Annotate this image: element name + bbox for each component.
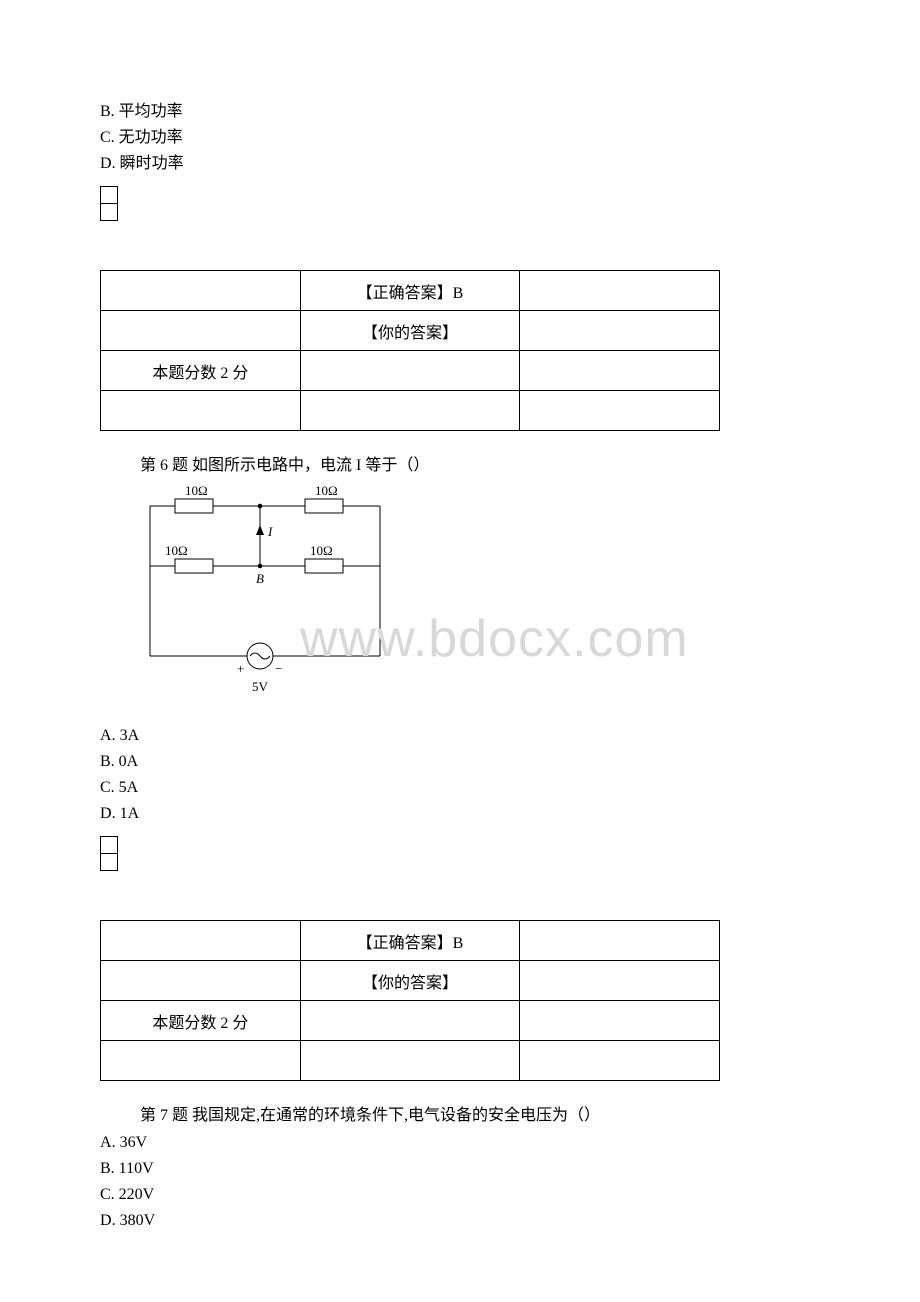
table-cell [101, 1041, 301, 1081]
your-answer-cell: 【你的答案】 [300, 311, 520, 351]
table-cell [520, 351, 720, 391]
option-letter: A [100, 727, 112, 744]
option-text: 瞬时功率 [120, 155, 184, 172]
option-letter: C [100, 129, 111, 146]
table-cell [300, 1041, 520, 1081]
table-cell [300, 1001, 520, 1041]
table-cell [101, 271, 301, 311]
option-text: 无功功率 [119, 129, 183, 146]
option-letter: B [100, 753, 111, 770]
source-plus: + [237, 661, 244, 676]
current-label: I [267, 524, 273, 539]
table-cell [520, 921, 720, 961]
table-cell [520, 1001, 720, 1041]
q5-options-continuation: B. 平均功率 C. 无功功率 D. 瞬时功率 [100, 100, 820, 176]
source-label: 5V [252, 679, 269, 694]
circuit-svg: 10Ω 10Ω 10Ω 10Ω I B + − 5V [130, 481, 410, 701]
option-c: C. 5A [100, 776, 820, 800]
table-cell [520, 311, 720, 351]
q6-intro: 第 6 题 如图所示电路中，电流 I 等于（） [140, 451, 820, 475]
table-cell [520, 391, 720, 431]
q7-intro: 第 7 题 我国规定,在通常的环境条件下,电气设备的安全电压为（） [140, 1101, 820, 1125]
r-label: 10Ω [310, 543, 333, 558]
node-label: B [256, 571, 264, 586]
option-text: 1A [120, 805, 140, 822]
option-a: A. 3A [100, 724, 820, 748]
option-letter: C [100, 1186, 111, 1203]
option-b: B. 平均功率 [100, 100, 820, 124]
option-letter: D [100, 155, 112, 172]
option-b: B. 0A [100, 750, 820, 774]
option-c: C. 无功功率 [100, 126, 820, 150]
q6-options: A. 3A B. 0A C. 5A D. 1A [100, 724, 820, 826]
table-cell [101, 391, 301, 431]
option-letter: A [100, 1134, 112, 1151]
small-box [100, 836, 118, 854]
option-text: 110V [119, 1160, 154, 1177]
option-letter: D [100, 1212, 112, 1229]
option-text: 36V [120, 1134, 148, 1151]
table-cell [520, 961, 720, 1001]
option-d: D. 瞬时功率 [100, 152, 820, 176]
option-a: A. 36V [100, 1131, 820, 1155]
option-text: 平均功率 [119, 103, 183, 120]
option-text: 0A [119, 753, 139, 770]
correct-answer-cell: 【正确答案】B [300, 271, 520, 311]
r-label: 10Ω [185, 483, 208, 498]
small-box [100, 186, 118, 204]
table-cell [101, 311, 301, 351]
option-text: 220V [119, 1186, 155, 1203]
table-cell [520, 271, 720, 311]
table-cell [300, 351, 520, 391]
option-b: B. 110V [100, 1157, 820, 1181]
score-cell: 本题分数 2 分 [101, 1001, 301, 1041]
r-label: 10Ω [315, 483, 338, 498]
table-cell [300, 391, 520, 431]
option-d: D. 1A [100, 802, 820, 826]
table-cell [520, 1041, 720, 1081]
r-label: 10Ω [165, 543, 188, 558]
option-c: C. 220V [100, 1183, 820, 1207]
option-letter: B [100, 1160, 111, 1177]
circuit-diagram: 10Ω 10Ω 10Ω 10Ω I B + − 5V www.bdocx.com [130, 481, 820, 706]
option-text: 5A [119, 779, 139, 796]
option-letter: D [100, 805, 112, 822]
option-text: 3A [120, 727, 140, 744]
table-cell [101, 921, 301, 961]
correct-answer-cell: 【正确答案】B [300, 921, 520, 961]
table-cell [101, 961, 301, 1001]
answer-boxes [100, 836, 820, 871]
score-cell: 本题分数 2 分 [101, 351, 301, 391]
q5-answer-table: 【正确答案】B 【你的答案】 本题分数 2 分 [100, 270, 720, 431]
small-box [100, 203, 118, 221]
option-d: D. 380V [100, 1209, 820, 1233]
answer-boxes [100, 186, 820, 221]
option-letter: B [100, 103, 111, 120]
small-box [100, 853, 118, 871]
q7-options: A. 36V B. 110V C. 220V D. 380V [100, 1131, 820, 1233]
option-letter: C [100, 779, 111, 796]
q6-answer-table: 【正确答案】B 【你的答案】 本题分数 2 分 [100, 920, 720, 1081]
your-answer-cell: 【你的答案】 [300, 961, 520, 1001]
option-text: 380V [120, 1212, 156, 1229]
source-minus: − [275, 661, 282, 676]
